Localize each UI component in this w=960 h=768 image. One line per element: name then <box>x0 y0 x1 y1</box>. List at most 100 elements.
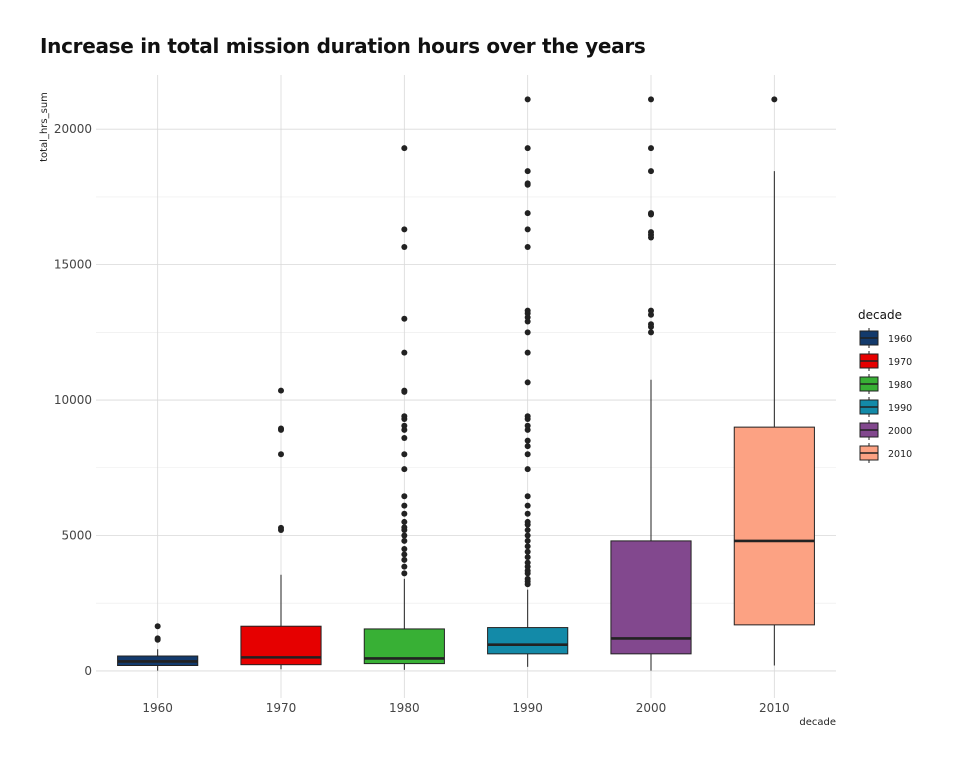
outlier-point <box>524 437 531 444</box>
box-1960 <box>117 623 199 671</box>
outlier-point <box>524 379 531 386</box>
outlier-point <box>524 518 531 525</box>
outlier-point <box>648 210 654 217</box>
legend-item-1970: 1970 <box>859 351 912 371</box>
outlier-point <box>401 349 408 356</box>
legend-label: 2000 <box>888 426 912 437</box>
x-tick-labels: 1960 1970 1980 1990 2000 2010 <box>142 701 789 715</box>
y-axis-title: total_hrs_sum <box>39 92 50 162</box>
outlier-point <box>401 524 408 531</box>
y-tick-labels: 0 5000 10000 15000 20000 <box>54 122 92 678</box>
outlier-point <box>524 226 531 233</box>
outlier-point <box>401 502 408 509</box>
x-tick-label: 2000 <box>636 701 667 715</box>
x-tick-label: 1970 <box>266 701 297 715</box>
legend-title: decade <box>858 308 902 322</box>
outlier-point <box>401 570 408 577</box>
outlier-point <box>401 551 408 558</box>
outlier-point <box>401 315 408 322</box>
outlier-point <box>524 532 531 539</box>
outlier-point <box>401 466 408 473</box>
box-1980 <box>363 145 445 670</box>
legend-item-2000: 2000 <box>859 420 912 440</box>
outlier-point <box>524 329 531 336</box>
outlier-point <box>524 413 531 420</box>
y-tick-label: 10000 <box>54 393 92 407</box>
outlier-point <box>401 145 408 152</box>
outlier-point <box>401 451 408 458</box>
outlier-point <box>524 502 531 509</box>
outlier-point <box>524 145 531 152</box>
legend-item-1980: 1980 <box>859 374 912 394</box>
box-rect <box>240 625 322 666</box>
outlier-point <box>648 168 654 175</box>
outlier-point <box>524 180 531 187</box>
x-tick-label: 1990 <box>512 701 543 715</box>
box-2000 <box>610 96 692 671</box>
outlier-point <box>401 387 408 394</box>
legend-item-1960: 1960 <box>859 328 912 348</box>
outlier-point <box>401 226 408 233</box>
outlier-point <box>278 524 284 531</box>
outlier-point <box>154 623 161 630</box>
box-rect <box>610 540 692 655</box>
box-rect <box>733 426 815 626</box>
outlier-point <box>278 425 284 432</box>
outlier-point <box>278 387 284 394</box>
outlier-point <box>401 434 408 441</box>
outlier-point <box>524 510 531 517</box>
outlier-point <box>648 321 654 328</box>
outlier-point <box>401 422 408 429</box>
outlier-point <box>524 493 531 500</box>
outlier-point <box>648 329 654 336</box>
outlier-point <box>401 563 408 570</box>
outlier-point <box>524 527 531 534</box>
legend: decade 1960 1970 1980 1990 2000 2010 <box>858 308 912 463</box>
outlier-point <box>524 575 531 582</box>
box-rect <box>487 627 569 655</box>
legend-label: 1970 <box>888 357 912 368</box>
outlier-point <box>524 537 531 544</box>
box-series <box>117 96 815 671</box>
outlier-point <box>524 443 531 450</box>
legend-label: 1960 <box>888 334 912 345</box>
outlier-point <box>771 96 778 103</box>
outlier-point <box>401 546 408 553</box>
outlier-point <box>524 244 531 251</box>
outlier-point <box>524 307 531 314</box>
outlier-point <box>401 510 408 517</box>
outlier-point <box>154 635 161 642</box>
outlier-point <box>524 543 531 550</box>
outlier-point <box>524 168 531 175</box>
y-tick-label: 5000 <box>61 528 92 542</box>
box-2010 <box>733 96 815 666</box>
x-tick-label: 1980 <box>389 701 420 715</box>
legend-label: 1980 <box>888 380 912 391</box>
outlier-point <box>524 466 531 473</box>
outlier-point <box>401 244 408 251</box>
outlier-point <box>524 422 531 429</box>
outlier-point <box>524 554 531 561</box>
outlier-point <box>524 548 531 555</box>
outlier-point <box>524 559 531 566</box>
outlier-point <box>648 307 654 314</box>
outlier-point <box>278 451 284 458</box>
outlier-point <box>648 229 654 236</box>
outlier-point <box>648 145 654 152</box>
legend-item-2010: 2010 <box>859 443 912 463</box>
y-tick-label: 15000 <box>54 258 92 272</box>
outlier-point <box>524 349 531 356</box>
outlier-point <box>401 532 408 539</box>
outlier-point <box>524 96 531 103</box>
outlier-point <box>401 413 408 420</box>
y-tick-label: 0 <box>84 664 92 678</box>
box-1970 <box>240 387 322 670</box>
x-tick-label: 1960 <box>142 701 173 715</box>
legend-item-1990: 1990 <box>859 397 912 417</box>
outlier-point <box>401 537 408 544</box>
outlier-point <box>648 96 654 103</box>
chart-title: Increase in total mission duration hours… <box>40 34 646 58</box>
legend-label: 1990 <box>888 403 912 414</box>
box-1990 <box>487 96 569 667</box>
